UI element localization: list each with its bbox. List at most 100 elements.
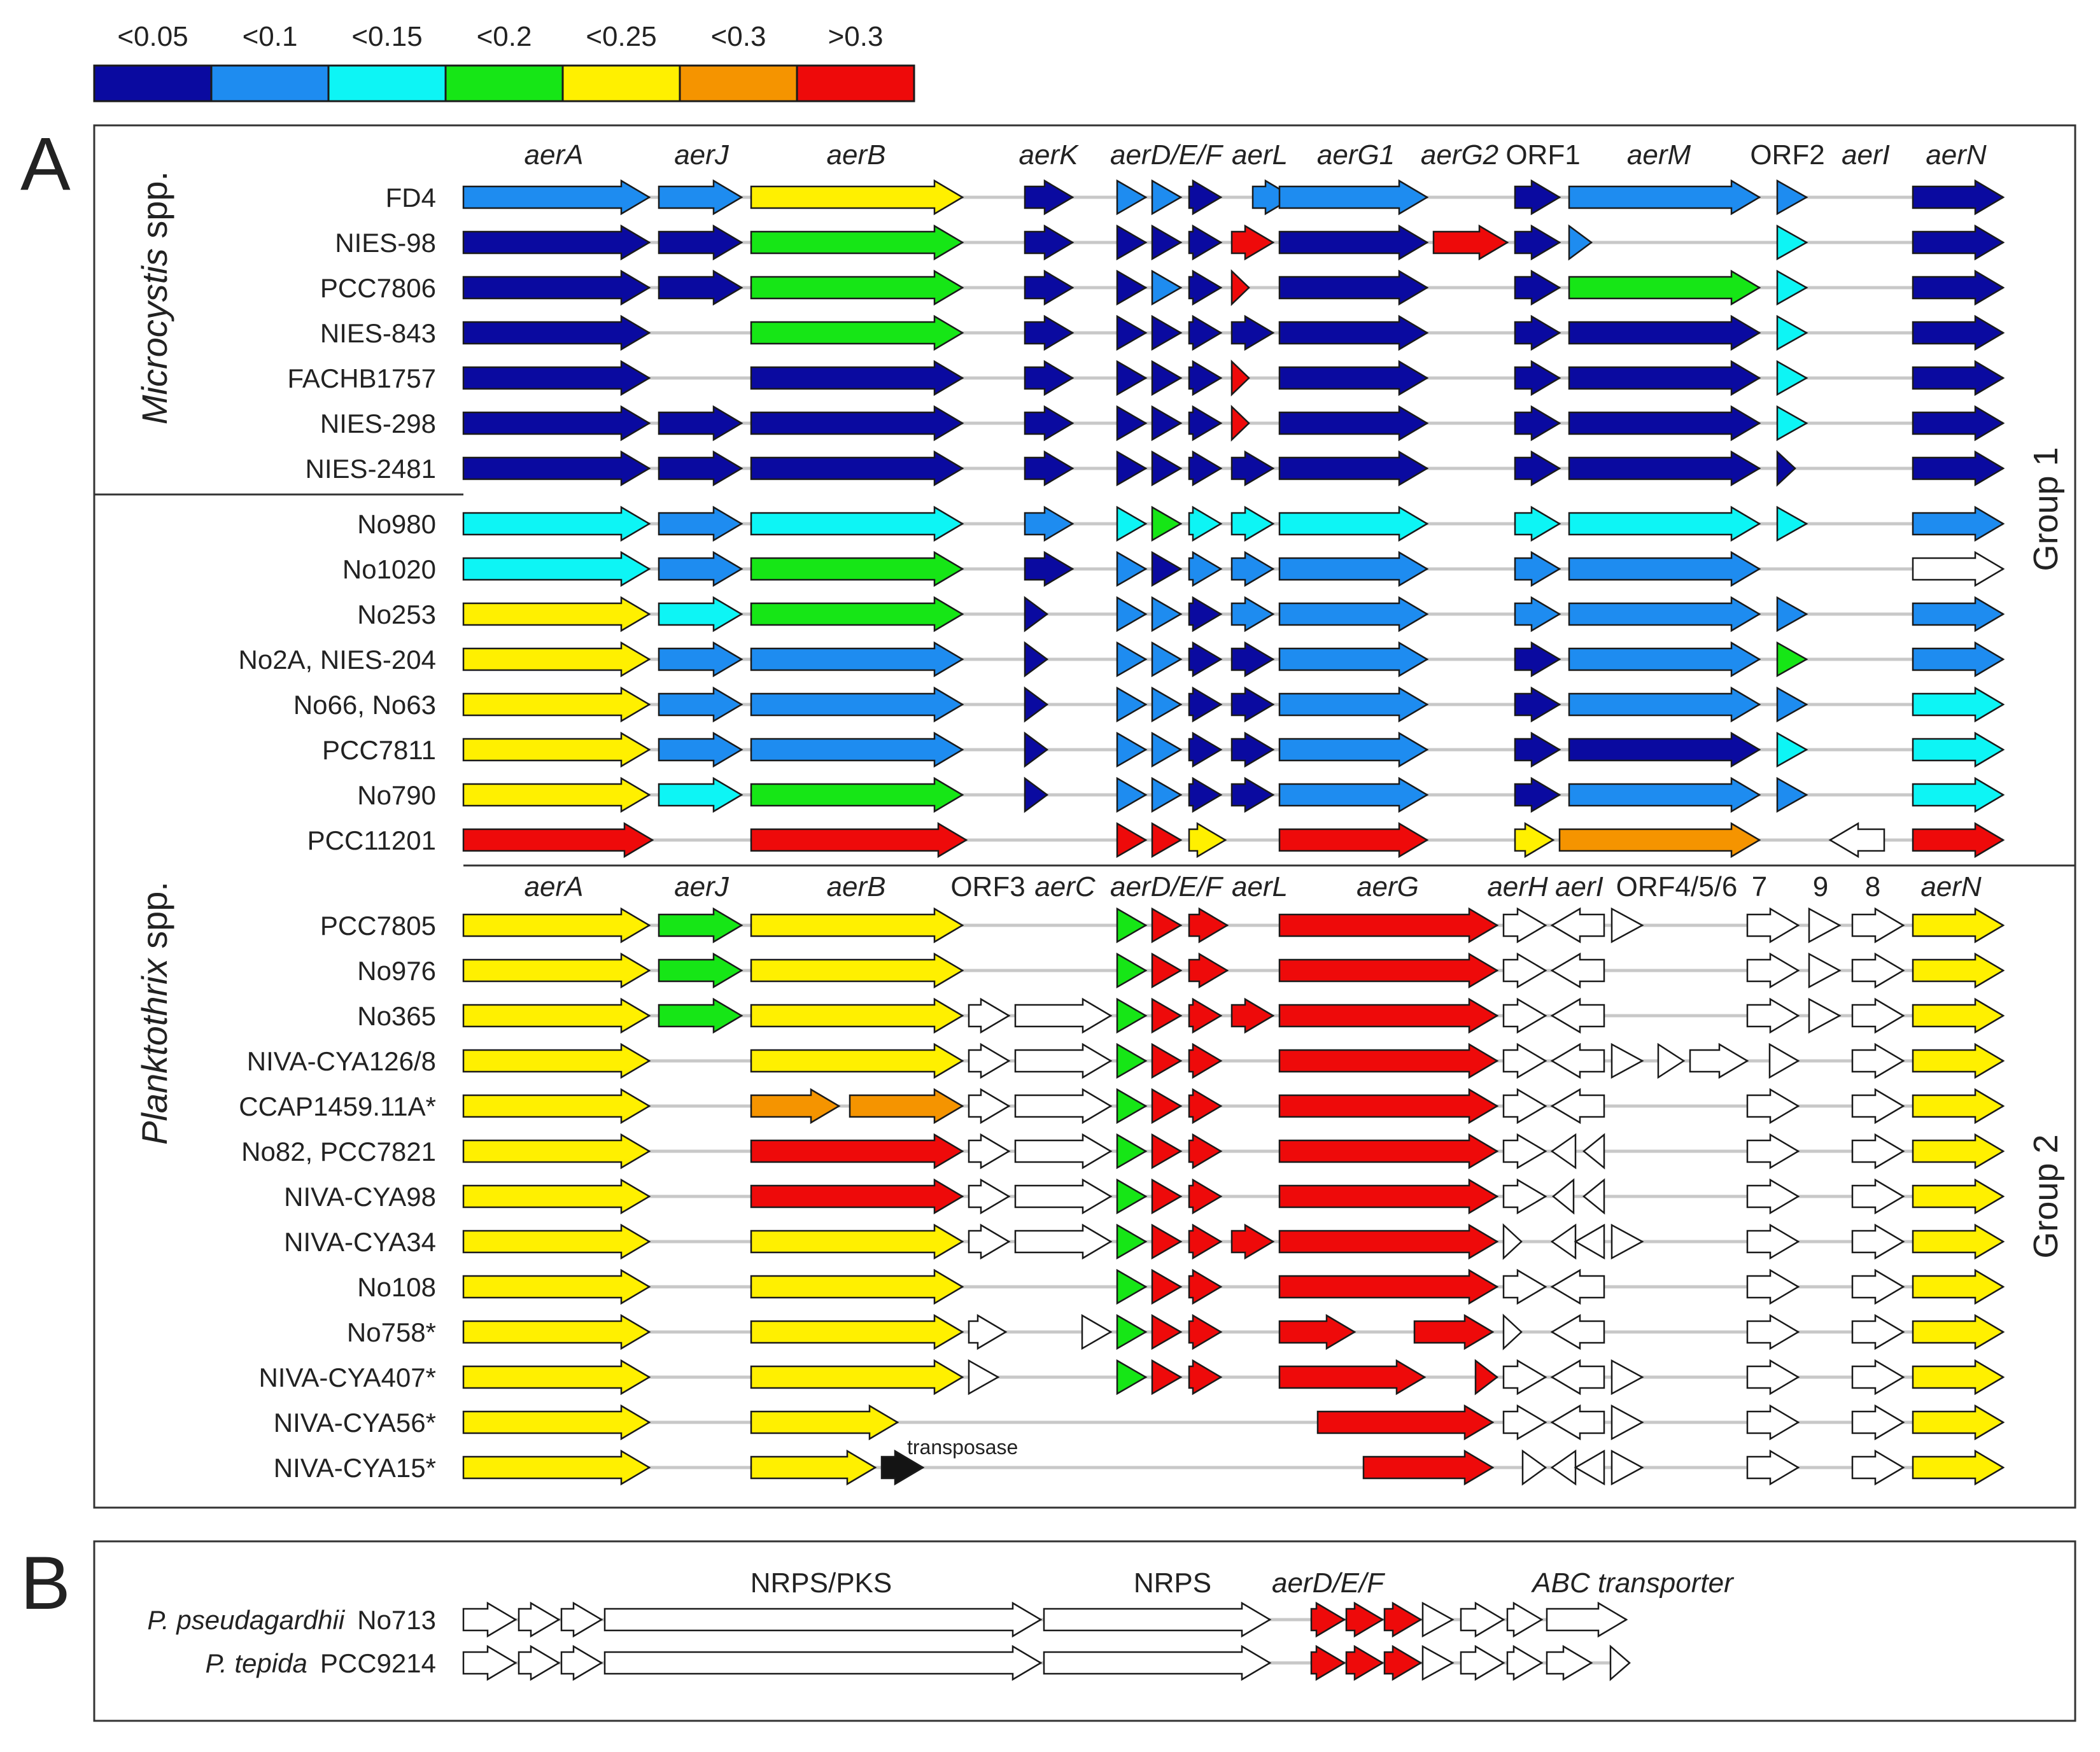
gene-arrow [1746,1088,1800,1125]
gene-arrow [1383,1644,1423,1681]
gene-arrow [1278,550,1429,587]
gene-arrow [968,1088,1011,1125]
gene-arrow [1514,179,1561,216]
gene-arrow [1502,1042,1547,1079]
strain-label: NIVA-CYA15* [274,1453,436,1483]
gene-arrow [1278,686,1429,723]
strain-label: No82, PCC7821 [241,1137,436,1167]
gene-arrow [658,179,743,216]
gene-arrow [1014,1133,1113,1170]
gene-arrow [1474,1359,1499,1396]
gene-arrow [1116,224,1148,261]
gene-arrow [462,1644,518,1681]
gene-arrow [1024,686,1049,723]
gene-arrow [1851,907,1905,944]
gene-arrow [1278,1223,1499,1260]
legend-swatch [561,64,681,102]
gene-arrow [1230,731,1275,768]
gene-arrow [1116,1133,1148,1170]
gene-header: ORF3 [950,871,1025,902]
gene-arrow [658,550,743,587]
gene-arrow [1278,907,1499,944]
gene-row [462,776,2005,813]
gene-arrow [1776,641,1808,678]
gene-arrow [1188,1133,1223,1170]
gene-arrow [750,360,964,396]
gene-arrow [1514,224,1561,261]
strain-label-row2: P. tepida PCC9214 [206,1648,436,1678]
gene-arrow [1116,596,1148,633]
gene-arrow [1024,360,1075,396]
gene-arrow [1230,686,1275,723]
gene-arrow [1024,269,1075,306]
gene-arrow [1116,731,1148,768]
gene-arrow [1116,1359,1148,1396]
gene-arrow [1116,1314,1148,1350]
species-name: P. pseudagardhii [147,1605,345,1635]
gene-arrow [1746,1223,1800,1260]
gene-arrow [1912,1449,2005,1486]
gene-arrow [1610,1223,1644,1260]
gene-arrow [1151,596,1183,633]
gene-arrow [1383,1601,1423,1638]
gene-arrow [462,224,651,261]
gene-arrow [658,907,743,944]
gene-arrow [750,1133,964,1170]
gene-arrow [750,405,964,442]
gene-arrow [1746,1314,1800,1350]
gene-arrow [462,405,651,442]
gene-arrow [1230,505,1275,542]
gene-arrow [462,1359,651,1396]
gene-header: aerI [1842,139,1890,171]
gene-header: ORF2 [1750,139,1824,171]
gene-arrow [658,686,743,723]
strain-label: No980 [357,509,436,539]
gene-arrow [1912,550,2005,587]
strain-label: FD4 [386,183,436,213]
gene-arrow [1024,179,1075,216]
genus-name: Planktothrix [134,957,174,1145]
gene-arrow [1514,822,1555,858]
gene-row [462,952,2005,989]
gene-arrow [1230,224,1275,261]
gene-arrow [462,314,651,351]
gene-arrow [1912,686,2005,723]
gene-arrow [1230,1223,1275,1260]
gene-arrow [1851,952,1905,989]
gene-arrow [1514,450,1561,487]
gene-arrow [750,997,964,1034]
gene-arrow [1151,360,1183,396]
gene-arrow [1188,1268,1223,1305]
gene-arrow [1151,952,1183,989]
gene-arrow [1851,1088,1905,1125]
gene-arrow [1609,1644,1631,1681]
gene-arrow [1230,450,1275,487]
gene-row [462,641,2005,678]
gene-arrow [1278,1314,1357,1350]
legend-label: <0.05 [117,21,188,52]
gene-arrow [1188,686,1223,723]
gene-arrow [1912,360,2005,396]
gene-arrow [1550,952,1605,989]
gene-header: ORF1 [1505,139,1580,171]
gene-arrow [1188,1088,1223,1125]
gene-arrow [1550,1314,1605,1350]
strain-label: NIVA-CYA98 [284,1182,436,1212]
gene-row [462,1133,2005,1170]
gene-arrow [658,952,743,989]
gene-arrow [1912,1359,2005,1396]
gene-arrow [1514,776,1561,813]
gene-arrow [1116,1268,1148,1305]
gene-arrow [462,1042,651,1079]
gene-arrow [1116,1042,1148,1079]
gene-arrow [1151,314,1183,351]
gene-arrow [1116,550,1148,587]
gene-arrow [518,1601,561,1638]
gene-row [462,179,2005,216]
gene-arrow [1151,822,1183,858]
gene-arrow [1550,1088,1605,1125]
gene-arrow [1568,179,1761,216]
gene-arrow [1278,1359,1427,1396]
panel-b-letter: B [20,1541,71,1625]
gene-arrow [462,596,651,633]
